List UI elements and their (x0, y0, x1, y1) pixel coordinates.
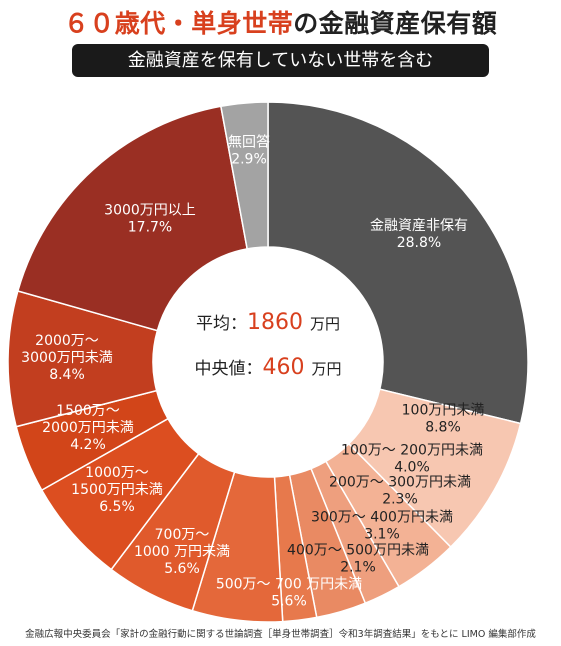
slice-0 (267, 101, 529, 425)
slice-value-11: 17.7% (128, 220, 172, 236)
center-average-value: 1860 (247, 310, 310, 335)
slice-label-5: 400万～ 500万円未満 2.1% (287, 543, 429, 576)
slice-name-1: 100万円未満 (402, 403, 485, 419)
center-average-label: 平均： (196, 314, 247, 334)
slice-label-0: 金融資産非保有 28.8% (370, 218, 468, 251)
slice-name-6: 500万～ 700 万円未満 (216, 577, 362, 593)
slice-value-5: 2.1% (340, 560, 376, 576)
slice-name-7: 1000 万円未満 (134, 544, 230, 560)
slice-name-7: 700万～ (155, 527, 210, 543)
slice-name-0: 金融資産非保有 (370, 218, 468, 234)
slice-name-11: 3000万円以上 (104, 203, 196, 219)
slice-name-10: 2000万～ (35, 333, 99, 349)
center-median-value: 460 (263, 355, 312, 380)
slice-label-2: 100万～ 200万円未満 4.0% (341, 443, 483, 476)
slices (7, 101, 529, 623)
slice-name-9: 2000万円未満 (42, 420, 134, 436)
slice-label-9: 1500万～ 2000万円未満 4.2% (42, 403, 134, 453)
slice-value-2: 4.0% (394, 460, 430, 476)
slice-name-3: 200万～ 300万円未満 (329, 475, 471, 491)
slice-12 (220, 101, 269, 250)
slice-value-9: 4.2% (70, 437, 106, 453)
slice-value-8: 6.5% (99, 499, 135, 515)
chart-title: ６０歳代・単身世帯の金融資産保有額 (0, 4, 561, 40)
slice-label-8: 1000万～ 1500万円未満 6.5% (71, 465, 163, 515)
slice-value-12: 2.9% (231, 152, 267, 168)
center-median-unit: 万円 (311, 360, 341, 378)
slice-value-3: 2.3% (382, 492, 418, 508)
slice-label-6: 500万～ 700 万円未満 5.6% (216, 577, 362, 610)
slice-name-10: 3000万円未満 (21, 350, 113, 366)
slice-labels: 金融資産非保有 28.8% 100万円未満 8.8% 100万～ 200万円未満 4.0%… (21, 134, 484, 610)
slice-value-1: 8.8% (425, 420, 461, 436)
center-average: 平均：1860 万円 (196, 310, 340, 335)
slice-value-7: 5.6% (164, 561, 200, 577)
slice-label-12: 無回答 2.9% (228, 134, 270, 168)
slice-name-8: 1500万円未満 (71, 482, 163, 498)
slice-name-9: 1500万～ (56, 403, 120, 419)
center-median: 中央値：460 万円 (195, 355, 342, 380)
slice-label-7: 700万～ 1000 万円未満 5.6% (134, 527, 230, 577)
slice-name-4: 300万～ 400万円未満 (311, 510, 453, 526)
chart-subtitle: 金融資産を保有していない世帯を含む (72, 44, 489, 77)
slice-label-1: 100万円未満 8.8% (402, 403, 485, 436)
slice-label-11: 3000万円以上 17.7% (104, 203, 196, 236)
slice-value-10: 8.4% (49, 367, 85, 383)
slice-name-12: 無回答 (228, 134, 270, 151)
slice-value-4: 3.1% (364, 527, 400, 543)
title-accent: ６０歳代・単身世帯 (63, 9, 294, 38)
slice-label-3: 200万～ 300万円未満 2.3% (329, 475, 471, 508)
slice-value-6: 5.6% (271, 594, 307, 610)
slice-value-0: 28.8% (397, 235, 441, 251)
slice-name-2: 100万～ 200万円未満 (341, 443, 483, 459)
center-average-unit: 万円 (310, 315, 340, 333)
slice-name-5: 400万～ 500万円未満 (287, 543, 429, 559)
slice-label-10: 2000万～ 3000万円未満 8.4% (21, 333, 113, 383)
slice-11 (16, 105, 249, 332)
center-median-label: 中央値： (195, 359, 263, 379)
source-note: 金融広報中央委員会「家計の金融行動に関する世論調査［単身世帯調査］令和3年調査結… (25, 629, 536, 640)
title-rest: の金融資産保有額 (293, 9, 498, 38)
slice-label-4: 300万～ 400万円未満 3.1% (311, 510, 453, 543)
slice-name-8: 1000万～ (85, 465, 149, 481)
